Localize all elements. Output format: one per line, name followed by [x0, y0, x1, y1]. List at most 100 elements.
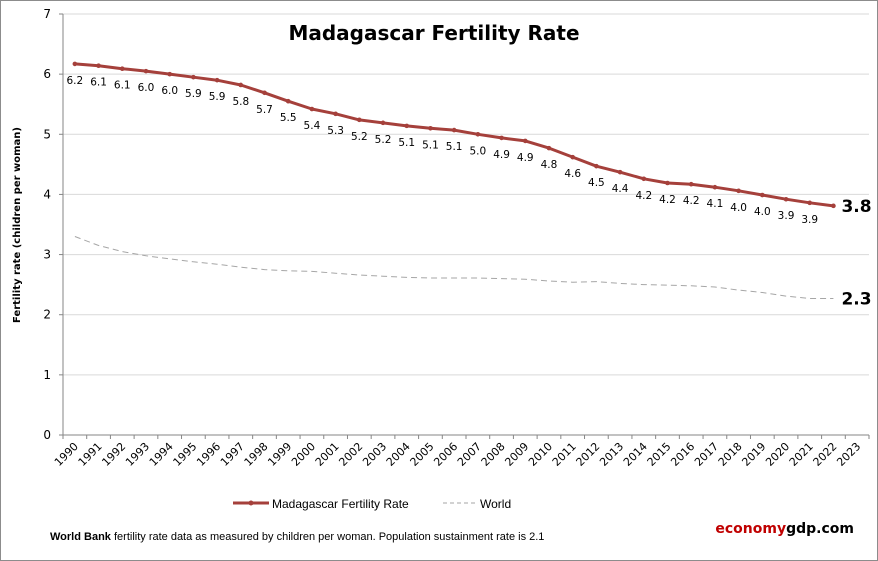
x-tick-label: 2016 — [668, 440, 697, 469]
x-tick-label: 2004 — [384, 440, 413, 469]
data-label-madagascar: 6.2 — [67, 75, 84, 87]
x-tick-label: 2008 — [479, 440, 508, 469]
x-tick-label: 1998 — [242, 440, 271, 469]
data-label-madagascar: 5.5 — [280, 112, 297, 124]
data-label-madagascar: 5.4 — [304, 120, 321, 132]
y-tick-label: 1 — [43, 368, 51, 382]
x-tick-label: 1999 — [265, 440, 294, 469]
data-label-madagascar: 5.9 — [209, 91, 226, 103]
data-label-madagascar: 5.1 — [422, 139, 439, 151]
data-point-madagascar — [807, 200, 813, 206]
data-point-madagascar — [617, 169, 623, 175]
series-line-world — [74, 236, 834, 299]
data-point-madagascar — [831, 203, 836, 209]
data-point-madagascar — [285, 98, 291, 104]
series-line-madagascar — [74, 62, 834, 208]
x-tick-label: 2020 — [763, 440, 792, 469]
data-point-madagascar — [475, 131, 481, 137]
data-label-madagascar: 5.9 — [185, 88, 202, 100]
data-point-madagascar — [783, 196, 789, 202]
data-point-madagascar — [760, 192, 765, 198]
x-tick-label: 1995 — [171, 440, 200, 469]
x-tick-label: 2014 — [621, 440, 650, 469]
x-tick-label: 2021 — [787, 440, 816, 469]
x-tick-label: 2018 — [716, 440, 745, 469]
y-tick-label: 7 — [43, 7, 51, 21]
data-label-madagascar: 4.9 — [493, 149, 510, 161]
data-point-madagascar — [119, 66, 125, 72]
x-tick-label: 2011 — [550, 440, 579, 469]
y-axis-label: Fertility rate (children per woman) — [12, 127, 23, 323]
x-tick-label: 1993 — [123, 440, 152, 469]
brand-part-economy: economy — [715, 521, 786, 537]
brand-logo: economygdp.com — [715, 521, 854, 537]
x-tick-label: 1990 — [52, 440, 81, 469]
x-tick-label: 2019 — [739, 440, 768, 469]
data-point-madagascar — [736, 188, 741, 194]
data-label-madagascar: 4.4 — [612, 183, 629, 195]
data-label-madagascar: 3.9 — [778, 210, 795, 222]
y-tick-label: 0 — [43, 428, 51, 442]
x-tick-label: 2001 — [313, 440, 342, 469]
data-label-madagascar: 5.2 — [375, 134, 392, 146]
x-tick-label: 2005 — [408, 440, 437, 469]
data-label-madagascar: 4.0 — [730, 202, 747, 214]
x-tick-label: 1994 — [147, 440, 176, 469]
data-point-madagascar — [404, 123, 410, 129]
data-label-madagascar: 4.5 — [588, 177, 605, 189]
data-point-madagascar — [262, 90, 267, 96]
x-tick-label: 2007 — [455, 440, 484, 469]
x-tick-label: 2022 — [811, 440, 840, 469]
data-label-madagascar: 5.0 — [470, 145, 487, 157]
x-tick-label: 2003 — [360, 440, 389, 469]
x-tick-label: 1997 — [218, 440, 247, 469]
footer-source: World Bank — [50, 531, 112, 543]
x-tick-label: 2015 — [645, 440, 674, 469]
data-point-madagascar — [641, 176, 647, 182]
legend: Madagascar Fertility Rate World — [233, 497, 511, 511]
data-point-madagascar — [451, 127, 457, 133]
y-tick-label: 5 — [43, 127, 51, 141]
x-tick-label: 2017 — [692, 440, 721, 469]
data-label-madagascar: 4.9 — [517, 152, 534, 164]
data-label-madagascar: 4.2 — [683, 195, 700, 207]
data-label-madagascar: 4.2 — [659, 194, 676, 206]
data-label-madagascar: 3.9 — [801, 214, 818, 226]
x-tick-label: 2006 — [431, 440, 460, 469]
data-label-madagascar: 5.3 — [327, 125, 344, 137]
data-point-madagascar — [167, 71, 172, 77]
data-point-madagascar — [570, 154, 575, 160]
end-label-madagascar: 3.8 — [841, 197, 871, 217]
data-label-madagascar: 5.2 — [351, 131, 368, 143]
data-label-madagascar: 6.0 — [161, 85, 178, 97]
data-point-madagascar — [546, 145, 552, 151]
legend-label-madagascar: Madagascar Fertility Rate — [272, 497, 409, 511]
chart-title: Madagascar Fertility Rate — [288, 21, 579, 45]
footer-text: fertility rate data as measured by child… — [111, 531, 545, 543]
data-point-madagascar — [333, 111, 338, 117]
footer-note: World Bank fertility rate data as measur… — [50, 531, 544, 543]
x-tick-label: 2002 — [336, 440, 365, 469]
end-label-world: 2.3 — [841, 289, 871, 309]
data-point-madagascar — [143, 68, 149, 74]
data-point-madagascar — [665, 180, 670, 186]
data-label-madagascar: 6.0 — [138, 82, 155, 94]
brand-part-gdp: gdp.com — [786, 521, 854, 537]
data-label-madagascar: 4.6 — [564, 168, 581, 180]
data-point-madagascar — [238, 82, 244, 88]
data-point-madagascar — [191, 74, 196, 80]
data-point-madagascar — [712, 184, 718, 190]
y-tick-label: 4 — [43, 187, 51, 201]
y-tick-label: 6 — [43, 67, 51, 81]
data-label-madagascar: 5.8 — [232, 96, 249, 108]
data-label-madagascar: 5.1 — [398, 137, 415, 149]
x-tick-label: 2012 — [574, 440, 603, 469]
legend-label-world: World — [480, 497, 511, 511]
data-point-madagascar — [499, 135, 504, 141]
y-tick-label: 3 — [43, 248, 51, 262]
data-label-madagascar: 5.7 — [256, 104, 273, 116]
data-point-madagascar — [688, 181, 694, 187]
data-label-madagascar: 6.1 — [90, 77, 107, 89]
data-point-madagascar — [428, 125, 433, 131]
